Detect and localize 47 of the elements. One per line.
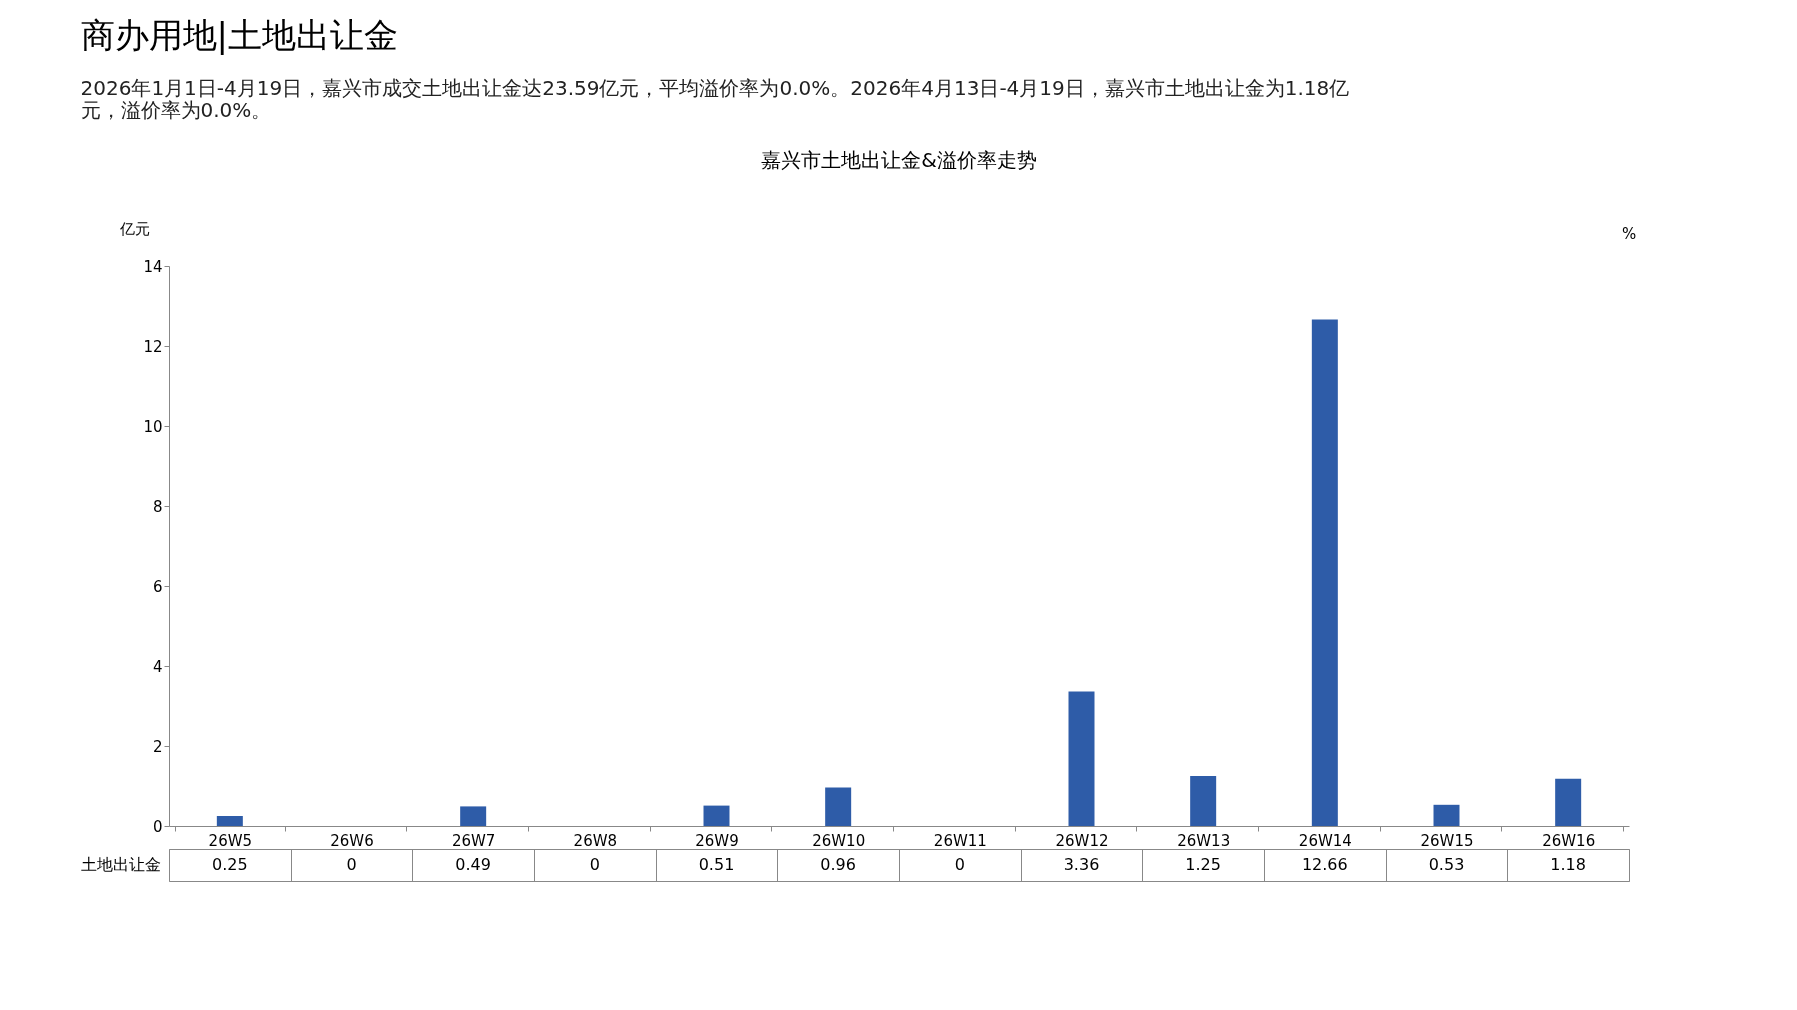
y-tick-label: 2 [152, 737, 163, 756]
bar [1190, 776, 1217, 826]
data-label: 0 [954, 855, 965, 874]
bar [460, 806, 487, 826]
data-label: 0 [346, 855, 357, 874]
x-tick-label: 26W11 [933, 831, 987, 850]
x-tick-label: 26W9 [695, 831, 739, 850]
data-label: 0.53 [1428, 855, 1465, 874]
text: 嘉兴市土地出让金&溢价率走势 [761, 148, 1037, 172]
x-tick-label: 26W10 [812, 831, 866, 850]
bar [703, 805, 730, 826]
y-tick-label: 0 [152, 817, 163, 836]
data-label: 0.25 [212, 855, 248, 874]
x-tick-label: 26W16 [1542, 831, 1596, 850]
x-tick-label: 26W15 [1420, 831, 1474, 850]
y-tick-label: 6 [152, 577, 163, 596]
y-tick-label: 10 [143, 417, 163, 436]
x-tick-label: 26W8 [573, 831, 618, 850]
bar [216, 816, 243, 826]
data-label: 0.49 [455, 855, 491, 874]
bar [1433, 804, 1460, 826]
bar [1068, 691, 1095, 826]
y2-axis-title: % [1621, 225, 1637, 243]
chart-subtitle: 2026年1月1日-4月19日，嘉兴市成交土地出让金达23.59亿元，平均溢价率为0.0%。2026年4月13日-4月19日，嘉兴市土地出让金为1.18亿元，溢价率为0.0%。 [80, 76, 1350, 122]
data-label: 0.51 [698, 855, 735, 874]
x-tick-label: 26W5 [208, 831, 253, 850]
y-tick-label: 4 [152, 657, 163, 676]
x-tick-label: 26W6 [330, 831, 374, 850]
bar [1555, 778, 1582, 826]
y-tick-label: 14 [143, 257, 163, 276]
text: 土地出让金 [81, 855, 161, 874]
x-tick-label: 26W12 [1055, 831, 1109, 850]
y-tick-label: 12 [143, 337, 163, 356]
x-tick-label: 26W13 [1177, 831, 1231, 850]
x-tick-label: 26W7 [451, 831, 496, 850]
data-label: 1.18 [1550, 855, 1586, 874]
bar [825, 787, 852, 826]
data-label: 3.36 [1063, 855, 1100, 874]
chart-title: 商办用地|土地出让金 [80, 15, 398, 55]
y-tick-label: 8 [152, 497, 163, 516]
data-label: 1.25 [1185, 855, 1221, 874]
data-label: 12.66 [1301, 855, 1348, 874]
data-label: 0.96 [820, 855, 856, 874]
bar [1311, 319, 1338, 826]
x-tick-label: 26W14 [1298, 831, 1352, 850]
y-axis-title: 亿元 [118, 219, 150, 238]
data-label: 0 [589, 855, 600, 874]
